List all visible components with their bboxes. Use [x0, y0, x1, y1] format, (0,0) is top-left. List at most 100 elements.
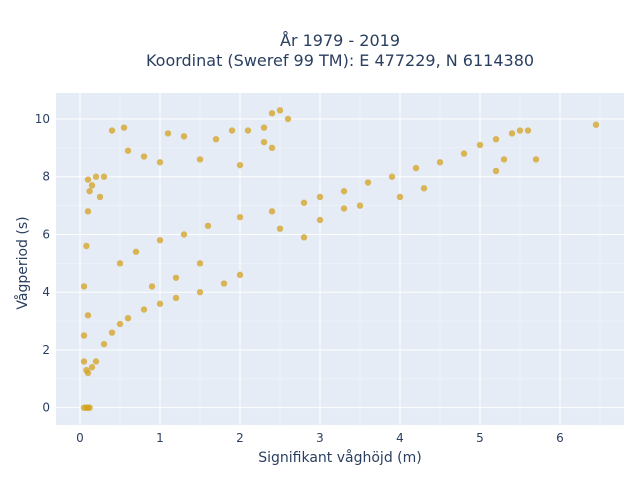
data-point [148, 283, 156, 290]
y-tick-label: 4 [42, 285, 50, 299]
data-point [116, 260, 124, 267]
x-axis-title: Signifikant våghöjd (m) [258, 449, 421, 466]
data-point [120, 124, 128, 131]
x-tick-label: 3 [316, 431, 324, 445]
data-point [516, 127, 524, 134]
data-point [116, 320, 124, 328]
data-point [412, 164, 420, 172]
data-point [436, 159, 444, 166]
data-point [340, 205, 348, 212]
x-tick-labels: 0 1 2 3 4 5 6 [76, 431, 564, 445]
y-tick-label: 0 [42, 401, 50, 415]
x-tick-label: 0 [76, 431, 84, 445]
data-point [132, 248, 140, 255]
data-point [140, 153, 148, 160]
data-point [164, 130, 172, 137]
data-point [244, 127, 252, 134]
data-point [276, 225, 284, 232]
data-point [108, 329, 116, 336]
data-point [80, 283, 88, 290]
y-tick-label: 2 [42, 343, 50, 357]
data-point [196, 260, 204, 267]
data-point [592, 121, 600, 128]
data-point [83, 242, 90, 250]
data-point [172, 294, 180, 302]
data-point [84, 312, 92, 319]
x-tick-label: 6 [556, 431, 564, 445]
chart-title-line1: År 1979 - 2019 [280, 31, 400, 50]
data-point [84, 176, 92, 183]
data-point [96, 193, 104, 201]
data-point [172, 274, 180, 281]
points-layer [80, 107, 600, 411]
data-point [92, 173, 100, 180]
data-point [180, 133, 188, 140]
data-point [268, 144, 276, 152]
data-point [92, 358, 100, 365]
data-point [80, 332, 88, 339]
data-point [124, 314, 132, 322]
data-point [300, 234, 308, 241]
data-point [460, 150, 468, 157]
data-point [84, 208, 92, 215]
data-point [420, 185, 428, 192]
data-point [268, 110, 276, 117]
data-point [80, 358, 88, 365]
x-tick-label: 2 [236, 431, 244, 445]
data-point [396, 193, 404, 201]
data-point [84, 369, 92, 377]
data-point [356, 202, 364, 209]
data-point [532, 156, 540, 163]
data-point [228, 127, 236, 134]
data-point [156, 159, 164, 166]
data-point [492, 135, 500, 143]
data-point [236, 161, 244, 169]
data-point [364, 179, 372, 186]
data-point [388, 173, 396, 180]
x-tick-label: 1 [156, 431, 164, 445]
data-point [300, 199, 308, 206]
data-point [156, 300, 164, 307]
data-point [268, 208, 276, 215]
y-tick-label: 10 [35, 112, 50, 126]
y-tick-label: 8 [42, 170, 50, 184]
data-point [284, 115, 292, 123]
data-point [196, 289, 204, 296]
y-axis-title: Vågperiod (s) [14, 216, 31, 309]
data-point [108, 127, 116, 134]
data-point [124, 147, 132, 154]
data-point [204, 222, 212, 229]
data-point [86, 187, 93, 195]
data-point [88, 182, 96, 189]
data-point [476, 141, 484, 149]
data-point [236, 271, 244, 279]
data-point [212, 135, 220, 143]
data-point [508, 130, 516, 137]
data-point [524, 127, 532, 134]
data-point [236, 213, 244, 221]
data-point [260, 138, 268, 146]
data-point [316, 216, 324, 224]
data-point [88, 364, 96, 371]
data-point [140, 306, 148, 313]
x-tick-label: 4 [396, 431, 404, 445]
data-point [500, 156, 508, 163]
data-point [220, 280, 228, 287]
x-tick-label: 5 [476, 431, 484, 445]
data-point [316, 193, 324, 201]
grid-layer [56, 93, 624, 425]
data-point [276, 107, 284, 114]
data-point [196, 156, 204, 163]
y-tick-label: 6 [42, 227, 50, 241]
y-tick-labels: 0 2 4 6 8 10 [35, 112, 50, 415]
data-point [260, 124, 268, 131]
chart-title-line2: Koordinat (Sweref 99 TM): E 477229, N 61… [146, 51, 534, 70]
data-point [156, 237, 164, 244]
plot-area [56, 93, 624, 425]
data-point [100, 173, 108, 180]
data-point [86, 404, 93, 411]
data-point [180, 231, 188, 238]
data-point [340, 187, 348, 195]
